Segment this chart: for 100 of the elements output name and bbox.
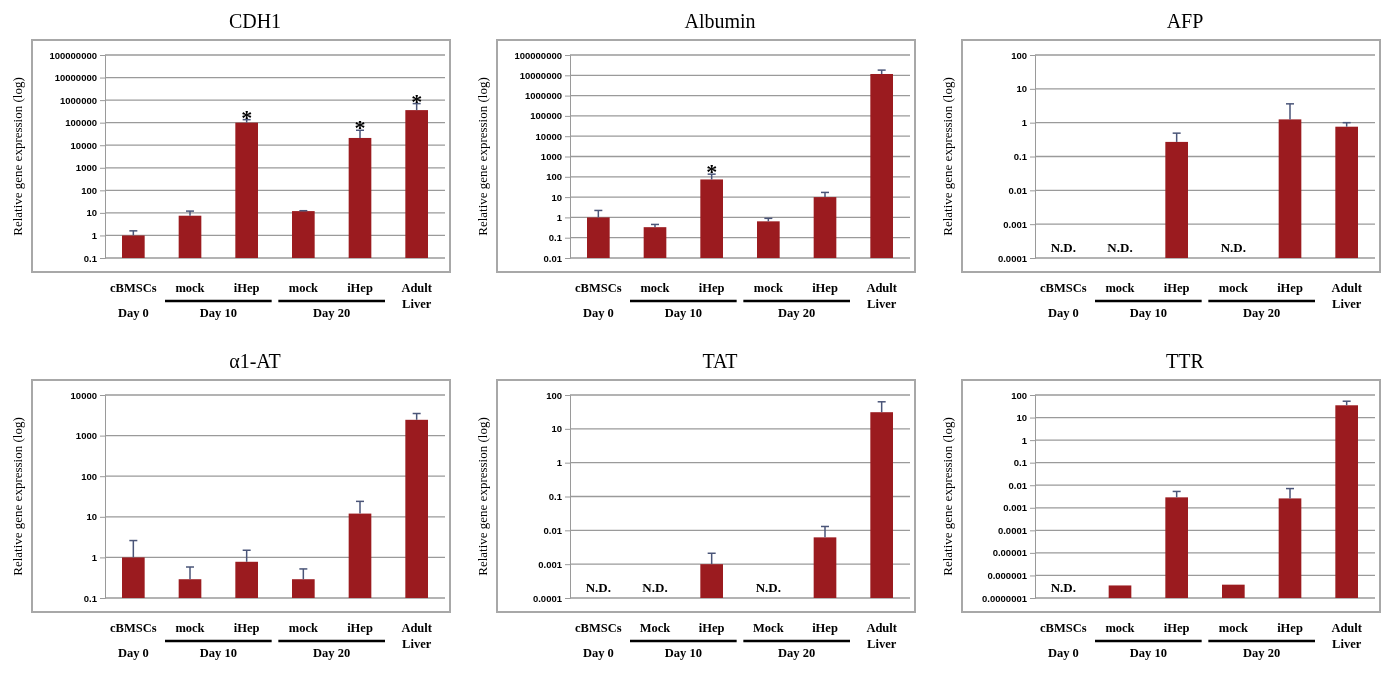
y-tick-label: 10000000 <box>54 72 97 84</box>
text: Day 20 <box>1243 646 1281 660</box>
y-tick-label: 0.1 <box>1013 457 1028 469</box>
text: Day 10 <box>199 646 237 660</box>
y-tick-label: 10000 <box>70 139 97 151</box>
y-tick-label: 100000 <box>65 117 97 129</box>
data-label: * <box>411 88 423 114</box>
y-tick-label: 1000 <box>75 430 97 442</box>
chart-title: TTR <box>1166 350 1205 372</box>
x-tick-label: iHep <box>1277 281 1303 295</box>
x-tick-label: Adult Liver <box>401 281 433 311</box>
text: Day 10 <box>664 306 702 320</box>
text: N.D. <box>1220 240 1246 255</box>
x-tick-label: cBMSCs <box>110 281 157 295</box>
y-tick-label: 1000 <box>540 151 562 163</box>
text: N.D. <box>642 580 668 595</box>
text: Day 20 <box>778 306 816 320</box>
y-tick-label: 0.001 <box>538 558 563 570</box>
y-tick-label: 100 <box>546 171 562 183</box>
y-tick-label: 100 <box>546 389 562 401</box>
data-label: * <box>241 104 253 130</box>
y-tick-label: 0.1 <box>83 252 98 264</box>
x-tick-label: Mock <box>639 621 671 635</box>
text: N.D. <box>1107 240 1133 255</box>
y-tick-label: 0.1 <box>548 232 563 244</box>
x-tick-label: mock <box>1218 621 1248 635</box>
text: Day 20 <box>313 306 351 320</box>
x-tick-label: Adult Liver <box>866 281 898 311</box>
y-tick-label: 100000000 <box>514 49 562 61</box>
y-tick-label: 10000 <box>535 130 562 142</box>
text: Day 20 <box>313 646 351 660</box>
y-tick-label: 1 <box>91 229 98 241</box>
y-axis-title: Relative gene expression (log) <box>475 77 490 236</box>
x-tick-label: mock <box>640 281 670 295</box>
text: N.D. <box>585 580 611 595</box>
text: N.D. <box>1050 240 1076 255</box>
text: Day 10 <box>1129 306 1167 320</box>
text: Day 0 <box>582 646 614 660</box>
x-tick-label: mock <box>288 281 318 295</box>
y-axis-title: Relative gene expression (log) <box>475 417 490 576</box>
y-tick-label: 0.0001 <box>997 524 1028 536</box>
x-tick-label: Mock <box>753 621 784 635</box>
y-tick-label: 10 <box>86 207 97 219</box>
y-tick-label: 0.0001 <box>532 592 563 604</box>
x-tick-label: cBMSCs <box>575 621 622 635</box>
y-tick-label: 1000000 <box>60 94 97 106</box>
chart-title: α1-AT <box>229 350 281 372</box>
x-tick-label: iHep <box>812 281 838 295</box>
y-tick-label: 1000 <box>75 162 97 174</box>
y-tick-label: 1 <box>1021 434 1028 446</box>
chart-title: Albumin <box>684 10 756 32</box>
x-tick-label: iHep <box>347 281 373 295</box>
x-tick-label: iHep <box>1163 281 1190 295</box>
x-tick-label: cBMSCs <box>1040 281 1087 295</box>
y-tick-label: 10 <box>551 191 562 203</box>
y-tick-label: 100 <box>1011 49 1027 61</box>
x-tick-label: cBMSCs <box>1040 621 1087 635</box>
x-tick-label: mock <box>288 621 318 635</box>
text: Day 10 <box>1129 646 1167 660</box>
x-tick-label: Adult Liver <box>866 621 898 651</box>
text: Day 10 <box>664 646 702 660</box>
y-tick-label: 100 <box>81 184 97 196</box>
text: Day 0 <box>117 646 149 660</box>
y-tick-label: 10 <box>86 511 97 523</box>
text: N.D. <box>755 580 781 595</box>
y-tick-label: 0.0001 <box>997 252 1028 264</box>
y-tick-label: 0.01 <box>543 524 563 536</box>
x-tick-label: iHep <box>698 281 725 295</box>
x-tick-label: mock <box>175 621 205 635</box>
x-tick-label: cBMSCs <box>575 281 622 295</box>
y-tick-label: 0.1 <box>548 491 563 503</box>
y-tick-label: 0.000001 <box>987 569 1028 581</box>
y-axis-title: Relative gene expression (log) <box>10 417 25 576</box>
x-tick-label: cBMSCs <box>110 621 157 635</box>
y-tick-label: 0.01 <box>543 252 563 264</box>
x-tick-label: iHep <box>812 621 838 635</box>
text: Day 0 <box>117 306 149 320</box>
y-tick-label: 10 <box>1016 412 1027 424</box>
x-tick-label: mock <box>175 281 205 295</box>
y-tick-label: 0.0000001 <box>982 592 1028 604</box>
y-axis-title: Relative gene expression (log) <box>10 77 25 236</box>
y-tick-label: 10 <box>1016 83 1027 95</box>
x-tick-label: Adult Liver <box>1331 621 1363 651</box>
y-tick-label: 1 <box>556 211 563 223</box>
x-tick-label: mock <box>1218 281 1248 295</box>
y-tick-label: 0.00001 <box>992 547 1028 559</box>
y-tick-label: 1 <box>91 551 98 563</box>
text: Day 0 <box>582 306 614 320</box>
x-tick-label: iHep <box>698 621 725 635</box>
data-label: * <box>354 115 366 141</box>
y-tick-label: 0.1 <box>1013 151 1028 163</box>
y-tick-label: 10000000 <box>519 69 562 81</box>
x-tick-label: iHep <box>347 621 373 635</box>
x-tick-label: iHep <box>1163 621 1190 635</box>
x-tick-label: mock <box>753 281 783 295</box>
x-tick-label: Adult Liver <box>1331 281 1363 311</box>
text: Day 0 <box>1047 646 1079 660</box>
y-tick-label: 0.001 <box>1003 502 1028 514</box>
x-tick-label: mock <box>1105 281 1135 295</box>
x-tick-label: iHep <box>233 281 260 295</box>
